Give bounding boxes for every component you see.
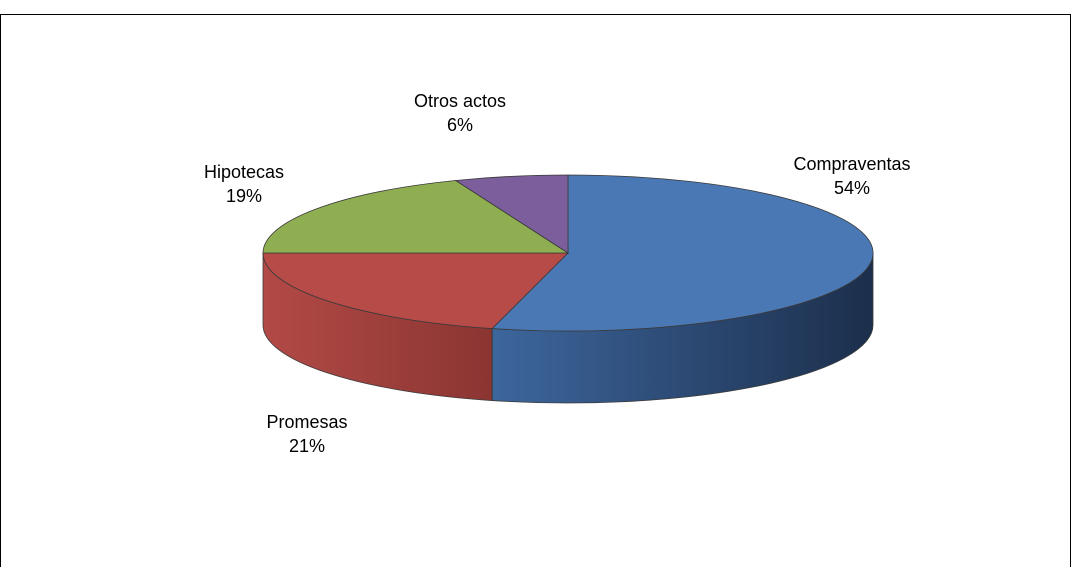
slice-label-hipotecas: Hipotecas (204, 162, 284, 182)
pie-slice-compraventas (491, 174, 874, 332)
slice-label-otros-actos: Otros actos (414, 91, 506, 111)
pie-labels: Compraventas 54% Promesas 21% Hipotecas 19% Ot… (204, 91, 911, 456)
slice-label-promesas: Promesas (266, 412, 347, 432)
pie-tops (262, 174, 874, 332)
slice-value-otros-actos: 6% (447, 115, 473, 135)
slice-label-compraventas: Compraventas (793, 154, 910, 174)
pie-slice-promesas (262, 252, 569, 329)
slice-value-compraventas: 54% (834, 178, 870, 198)
pie-slice-otros-actos (454, 174, 569, 254)
slice-value-hipotecas: 19% (226, 186, 262, 206)
slice-value-promesas: 21% (289, 436, 325, 456)
pie-slice-hipotecas (262, 180, 570, 254)
